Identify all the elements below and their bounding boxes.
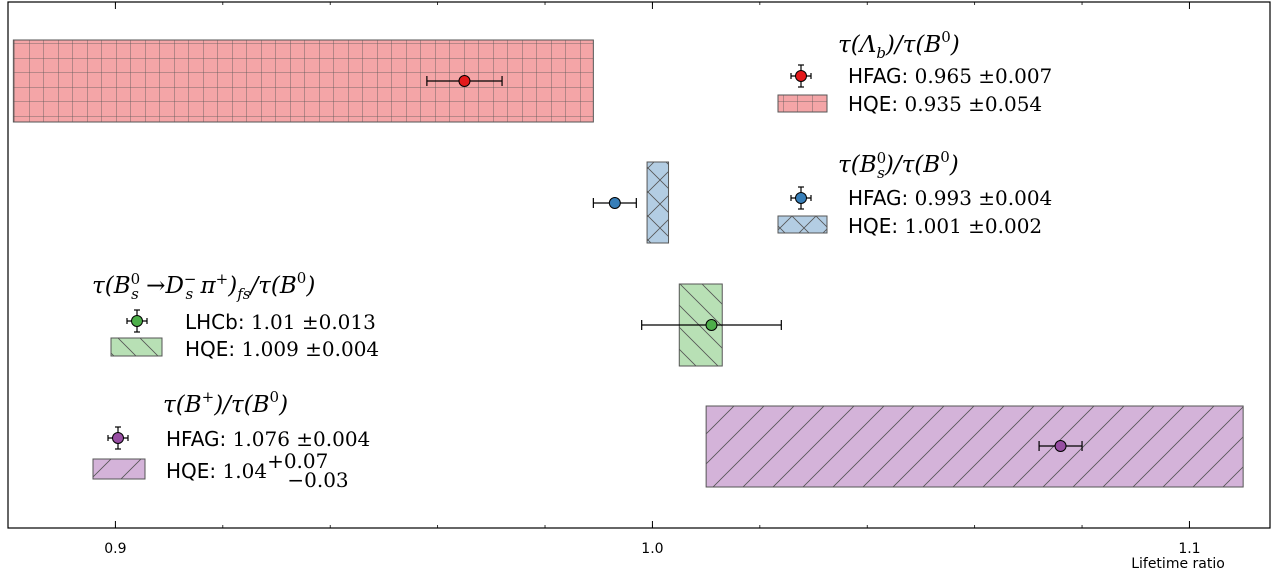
measurement-point-lambda bbox=[458, 75, 471, 87]
legend-lambda-measurement-marker bbox=[790, 64, 812, 88]
legend-bs-measurement: HFAG: 0.993 ±0.004 bbox=[848, 186, 1052, 210]
legend-bs-theory: HQE: 1.001 ±0.002 bbox=[848, 214, 1042, 238]
legend-point bbox=[112, 432, 124, 444]
theory-hatch-bs bbox=[647, 162, 669, 243]
legend-lambda: τ(Λb)/τ(B0) HFAG: 0.965 ±0.007 HQE: 0.93… bbox=[777, 28, 1052, 116]
legend-ds-measurement-marker bbox=[126, 309, 148, 333]
tick-label: 1.0 bbox=[641, 541, 663, 557]
data-layer bbox=[12, 39, 1244, 488]
legend-point bbox=[795, 70, 807, 82]
legend-bs-title: τ(B0 s)/τ(B0) bbox=[838, 148, 959, 182]
tick-label: 1.1 bbox=[1178, 541, 1200, 557]
legend-point bbox=[795, 192, 807, 204]
measurement-point-ds bbox=[705, 319, 718, 331]
measurement-point-bs bbox=[608, 197, 621, 209]
legend-bs: τ(B0 s)/τ(B0) HFAG: 0.993 ±0.004 HQE: 1.0… bbox=[777, 148, 1052, 238]
legend-point bbox=[131, 315, 143, 327]
legend-bplus: τ(B+)/τ(B0) HFAG: 1.076 ±0.004 HQE: 1.04… bbox=[92, 388, 370, 492]
theory-hatch-bplus bbox=[706, 406, 1244, 487]
legend-ds: τ(B0 s →D− s π+)fs/τ(B0) LHCb: 1.01 ±0.013… bbox=[92, 269, 379, 361]
legend-bs-measurement-marker bbox=[790, 186, 812, 210]
theory-hatch-lambda bbox=[13, 40, 594, 122]
legend-bplus-measurement-marker bbox=[107, 426, 129, 450]
legend-ds-theory: HQE: 1.009 ±0.004 bbox=[185, 337, 379, 361]
legend-ds-title: τ(B0 s →D− s π+)fs/τ(B0) bbox=[92, 269, 315, 303]
legend-bplus-measurement: HFAG: 1.076 ±0.004 bbox=[166, 427, 370, 451]
x-axis-label: Lifetime ratio bbox=[1131, 556, 1225, 572]
measurement-point-bplus bbox=[1054, 440, 1067, 452]
tick-label: 0.9 bbox=[104, 541, 126, 557]
legend-bplus-theory: HQE: 1.04+0.07 −0.03 bbox=[166, 449, 349, 492]
legend-bplus-title: τ(B+)/τ(B0) bbox=[163, 388, 288, 418]
legend-lambda-theory: HQE: 0.935 ±0.054 bbox=[848, 92, 1042, 116]
legend-lambda-title: τ(Λb)/τ(B0) bbox=[838, 28, 960, 62]
legend-lambda-measurement: HFAG: 0.965 ±0.007 bbox=[848, 64, 1052, 88]
x-axis-ticks: 0.9 1.0 1.1 bbox=[7, 2, 1201, 557]
legend-ds-measurement: LHCb: 1.01 ±0.013 bbox=[185, 310, 376, 334]
plot-frame bbox=[7, 1, 1271, 529]
